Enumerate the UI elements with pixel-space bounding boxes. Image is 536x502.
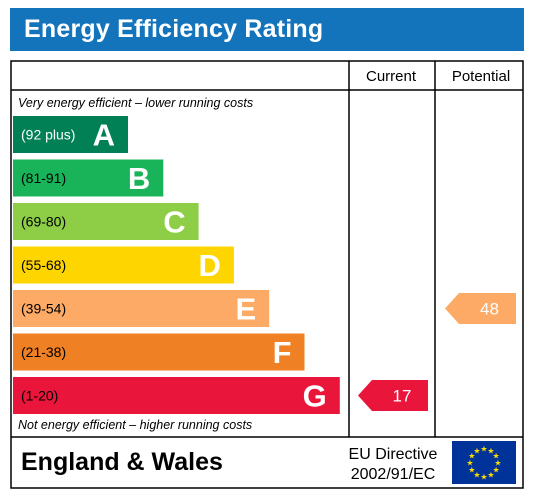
band-bar-g [13,377,340,414]
band-range-label: (69-80) [21,214,66,230]
eu-flag-icon: ★ ★★★★★★★★★★★ [452,441,516,484]
region-label: England & Wales [21,448,223,476]
flag-star: ★ [473,446,480,455]
potential-rating-arrow: 48 [445,293,516,324]
rating-bands: (92 plus) A (81-91) B (69-80) C (55-68) D (39-54… [13,116,340,414]
flag-star: ★ [468,452,475,461]
potential-rating-shape [445,293,516,324]
flag-star: ★ [493,452,500,461]
band-range-label: (81-91) [21,170,66,186]
top-note: Very energy efficient – lower running co… [18,96,253,110]
current-rating-arrow: 17 [358,380,428,411]
band-c: (69-80) C [13,203,199,240]
band-g: (1-20) G [13,377,340,414]
band-letter: C [163,205,185,240]
current-column-header: Current [366,68,417,85]
directive-line-2: 2002/91/EC [351,466,436,483]
bottom-note: Not energy efficient – higher running co… [18,418,252,432]
band-bar-c [13,203,199,240]
band-letter: B [128,161,150,196]
chart-frame [10,60,524,489]
band-a: (92 plus) A [13,116,128,153]
current-rating-value: 17 [393,387,412,406]
band-bar-e [13,290,270,327]
flag-star: ★ [466,459,473,468]
band-letter: E [236,292,257,327]
band-range-label: (39-54) [21,301,66,317]
band-e: (39-54) E [13,290,270,327]
band-letter: D [199,248,221,283]
potential-rating-value: 48 [480,300,499,319]
flag-star: ★ [480,445,487,454]
band-bar-f [13,333,305,371]
current-rating-shape [358,380,428,411]
directive-line-1: EU Directive [349,446,438,463]
band-letter: A [93,118,115,153]
band-d: (55-68) D [13,246,234,284]
header-bar: Energy Efficiency Rating [10,8,524,51]
band-bar-a [13,116,128,153]
band-range-label: (21-38) [21,344,66,360]
band-f: (21-38) F [13,333,305,371]
flag-background [452,441,516,484]
potential-column-header: Potential [452,68,510,85]
band-range-label: (1-20) [21,388,58,404]
flag-star: ★ [487,471,494,480]
flag-star: ★ [487,446,494,455]
band-bar-d [13,246,234,284]
band-b: (81-91) B [13,159,164,197]
band-bar-b [13,159,164,197]
flag-star: ★ [494,459,501,468]
band-range-label: (92 plus) [21,127,75,143]
flag-star: ★ [473,471,480,480]
page-title: Energy Efficiency Rating [24,15,324,43]
flag-star: ★ [493,466,500,475]
band-letter: F [273,335,292,370]
flag-star: ★ [480,473,487,482]
flag-star: ★ [468,466,475,475]
band-range-label: (55-68) [21,257,66,273]
band-letter: G [303,379,327,414]
